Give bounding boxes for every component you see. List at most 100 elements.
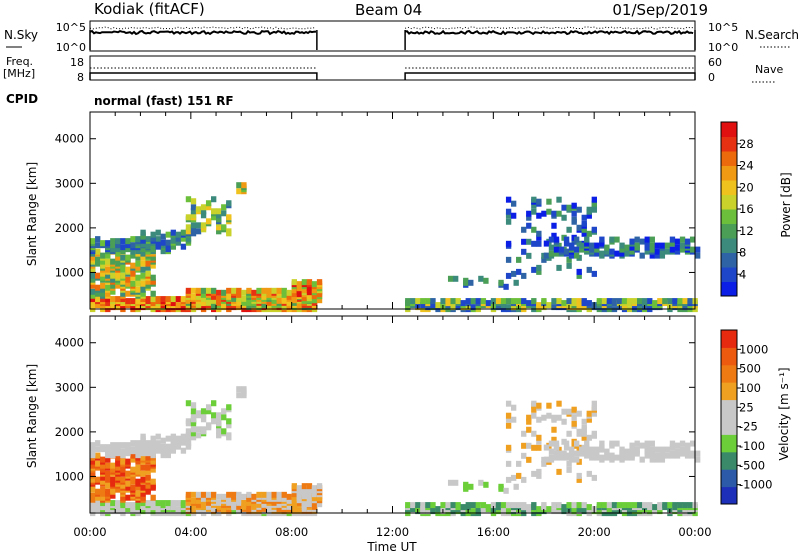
colorbar-tick-label: -500: [739, 458, 765, 472]
velocity-cell: [246, 491, 252, 498]
velocity-cell: [531, 412, 537, 419]
power-cell: [155, 229, 161, 236]
velocity-cell: [110, 476, 116, 483]
velocity-cell: [286, 493, 292, 500]
velocity-cell: [695, 450, 701, 457]
power-x-ticks: [89, 112, 696, 309]
power-cell: [105, 284, 111, 291]
colorbar-tick-label: -25: [739, 420, 758, 434]
power-cell: [659, 242, 666, 249]
power-cell: [576, 268, 582, 275]
power-cell: [619, 246, 625, 253]
power-cell: [276, 287, 282, 294]
velocity-cell: [649, 450, 655, 457]
velocity-cell: [695, 456, 701, 463]
velocity-cell: [634, 446, 640, 453]
velocity-cell: [526, 418, 532, 425]
velocity-cell: [505, 416, 512, 423]
power-cell: [120, 278, 126, 285]
nave-tick-top: 60: [708, 56, 722, 69]
velocity-cell: [526, 426, 532, 433]
velocity-cell: [311, 501, 318, 508]
nsearch-tick-bottom: 10^0: [708, 41, 738, 54]
power-cell: [150, 278, 156, 285]
power-cell: [100, 286, 106, 293]
power-cell: [652, 300, 658, 307]
velocity-cell: [440, 502, 446, 509]
date-label: 01/Sep/2019: [612, 1, 708, 19]
velocity-cell: [669, 444, 676, 451]
power-cell: [624, 244, 630, 251]
velocity-cell: [576, 502, 582, 509]
power-cell: [145, 264, 151, 271]
velocity-cell: [135, 458, 141, 465]
power-colorbar-label: Power [dB]: [779, 172, 793, 237]
velocity-cell: [568, 446, 575, 453]
colorbar-swatch: [721, 382, 737, 401]
velocity-cell: [526, 504, 532, 511]
power-cell: [629, 244, 635, 251]
velocity-cell: [236, 392, 242, 399]
velocity-cell: [526, 456, 532, 463]
velocity-cell: [150, 500, 156, 507]
colorbar-tick-label: 24: [739, 159, 754, 173]
power-cell: [543, 252, 550, 259]
velocity-cell: [236, 503, 242, 510]
velocity-cell: [611, 502, 618, 509]
velocity-cell: [185, 491, 192, 498]
velocity-cell: [170, 504, 177, 511]
power-cell: [649, 246, 655, 253]
power-cell: [571, 202, 577, 209]
power-cell: [581, 304, 587, 311]
power-cell: [190, 293, 197, 300]
velocity-cell: [558, 450, 565, 457]
power-cell: [125, 238, 131, 245]
cpid-label: CPID: [6, 92, 38, 106]
velocity-cell: [505, 476, 512, 483]
velocity-cell: [311, 491, 318, 498]
velocity-cell: [140, 494, 146, 501]
power-cell: [246, 303, 252, 310]
power-cell: [100, 252, 106, 259]
power-cell: [125, 276, 131, 283]
velocity-cell: [155, 440, 161, 447]
velocity-cell: [266, 503, 272, 510]
velocity-cell: [581, 418, 587, 425]
velocity-cell: [405, 502, 411, 509]
velocity-cell: [551, 508, 557, 515]
velocity-cell: [430, 502, 436, 509]
velocity-cell: [110, 486, 116, 493]
velocity-cell: [150, 478, 156, 485]
power-cell: [589, 242, 595, 249]
power-cell: [276, 297, 282, 304]
colorbar-swatch: [721, 417, 737, 435]
velocity-cell: [145, 482, 151, 489]
power-cell: [551, 210, 557, 217]
power-cell: [647, 304, 653, 311]
velocity-cell: [453, 479, 459, 486]
nave-label: Nave: [755, 63, 783, 76]
power-colorbar: 28 24 20 16 12 8 4 Power [dB]: [720, 121, 793, 297]
velocity-cell: [677, 502, 683, 509]
velocity-cell: [100, 500, 106, 507]
velocity-cell: [195, 491, 202, 498]
velocity-cell: [236, 499, 242, 506]
power-cell: [531, 266, 537, 273]
velocity-cell: [140, 470, 146, 477]
power-cell: [140, 296, 146, 303]
power-cell: [626, 298, 633, 305]
velocity-cell: [536, 402, 542, 409]
velocity-cell: [95, 452, 101, 459]
power-cell: [140, 286, 146, 293]
velocity-cell: [541, 414, 547, 421]
velocity-cell: [211, 400, 217, 407]
power-cell: [185, 214, 192, 221]
velocity-cell: [546, 412, 552, 419]
colorbar-swatch: [721, 399, 737, 418]
power-cell: [566, 298, 572, 305]
x-tick-label: 12:00: [376, 525, 409, 539]
velocity-cell: [195, 497, 202, 504]
power-colorbar-swatches: [721, 122, 737, 297]
velocity-cell: [563, 440, 570, 447]
velocity-cell: [659, 452, 666, 459]
